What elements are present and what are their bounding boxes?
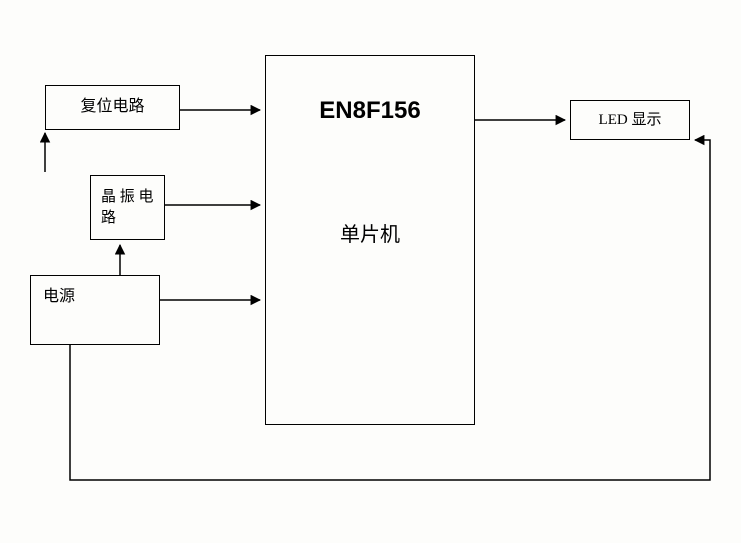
block-diagram: 复位电路 晶 振 电路 电源 EN8F156 单片机 LED 显示 bbox=[0, 0, 741, 543]
node-reset: 复位电路 bbox=[45, 85, 180, 130]
node-mcu-title: EN8F156 bbox=[266, 94, 474, 128]
node-power: 电源 bbox=[30, 275, 160, 345]
node-led: LED 显示 bbox=[570, 100, 690, 140]
node-oscillator-label: 晶 振 电路 bbox=[101, 187, 164, 229]
node-mcu-subtitle: 单片机 bbox=[266, 221, 474, 249]
node-mcu: EN8F156 单片机 bbox=[265, 55, 475, 425]
node-oscillator: 晶 振 电路 bbox=[90, 175, 165, 240]
node-power-label: 电源 bbox=[43, 286, 75, 308]
node-led-label: LED 显示 bbox=[599, 110, 662, 131]
node-reset-label: 复位电路 bbox=[80, 96, 144, 118]
